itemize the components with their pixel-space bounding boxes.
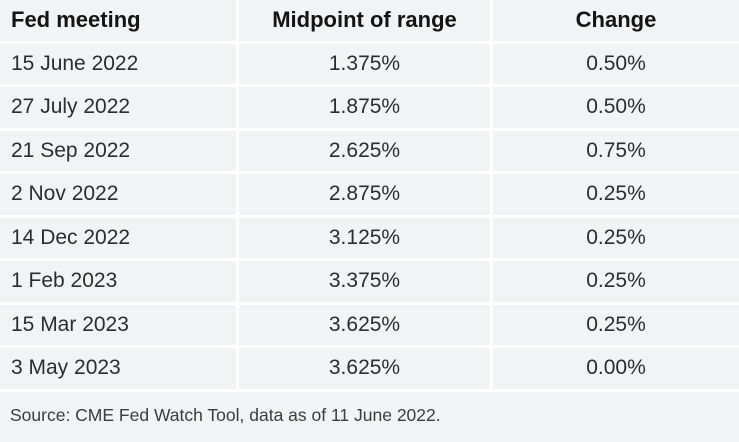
- table-row: 14 Dec 2022 3.125% 0.25%: [0, 217, 739, 261]
- midpoint-cell: 1.875%: [239, 87, 493, 131]
- column-header-midpoint-of-range: Midpoint of range: [239, 0, 493, 44]
- meeting-date-cell: 15 June 2022: [0, 43, 239, 87]
- table-row: 2 Nov 2022 2.875% 0.25%: [0, 174, 739, 218]
- fed-meetings-table: Fed meeting Midpoint of range Change 15 …: [0, 0, 739, 392]
- meeting-date-cell: 1 Feb 2023: [0, 261, 239, 305]
- source-note: Source: CME Fed Watch Tool, data as of 1…: [0, 391, 739, 439]
- header-row: Fed meeting Midpoint of range Change: [0, 0, 739, 44]
- change-cell: 0.25%: [493, 174, 739, 218]
- table-row: 21 Sep 2022 2.625% 0.75%: [0, 130, 739, 174]
- midpoint-cell: 3.125%: [239, 217, 493, 261]
- column-header-change: Change: [493, 0, 739, 44]
- meeting-date-cell: 14 Dec 2022: [0, 217, 239, 261]
- table-row: 15 June 2022 1.375% 0.50%: [0, 43, 739, 87]
- meeting-date-cell: 15 Mar 2023: [0, 304, 239, 348]
- table-header: Fed meeting Midpoint of range Change: [0, 0, 739, 44]
- midpoint-cell: 3.375%: [239, 261, 493, 305]
- midpoint-cell: 2.875%: [239, 174, 493, 218]
- midpoint-cell: 3.625%: [239, 304, 493, 348]
- column-header-fed-meeting: Fed meeting: [0, 0, 239, 44]
- change-cell: 0.00%: [493, 348, 739, 392]
- table-row: 27 July 2022 1.875% 0.50%: [0, 87, 739, 131]
- midpoint-cell: 3.625%: [239, 348, 493, 392]
- change-cell: 0.25%: [493, 261, 739, 305]
- change-cell: 0.25%: [493, 304, 739, 348]
- midpoint-cell: 2.625%: [239, 130, 493, 174]
- table-body: 15 June 2022 1.375% 0.50% 27 July 2022 1.875…: [0, 43, 739, 392]
- change-cell: 0.25%: [493, 217, 739, 261]
- midpoint-cell: 1.375%: [239, 43, 493, 87]
- table-row: 1 Feb 2023 3.375% 0.25%: [0, 261, 739, 305]
- meeting-date-cell: 3 May 2023: [0, 348, 239, 392]
- meeting-date-cell: 21 Sep 2022: [0, 130, 239, 174]
- table-row: 15 Mar 2023 3.625% 0.25%: [0, 304, 739, 348]
- table-row: 3 May 2023 3.625% 0.00%: [0, 348, 739, 392]
- change-cell: 0.75%: [493, 130, 739, 174]
- change-cell: 0.50%: [493, 43, 739, 87]
- meeting-date-cell: 27 July 2022: [0, 87, 239, 131]
- change-cell: 0.50%: [493, 87, 739, 131]
- meeting-date-cell: 2 Nov 2022: [0, 174, 239, 218]
